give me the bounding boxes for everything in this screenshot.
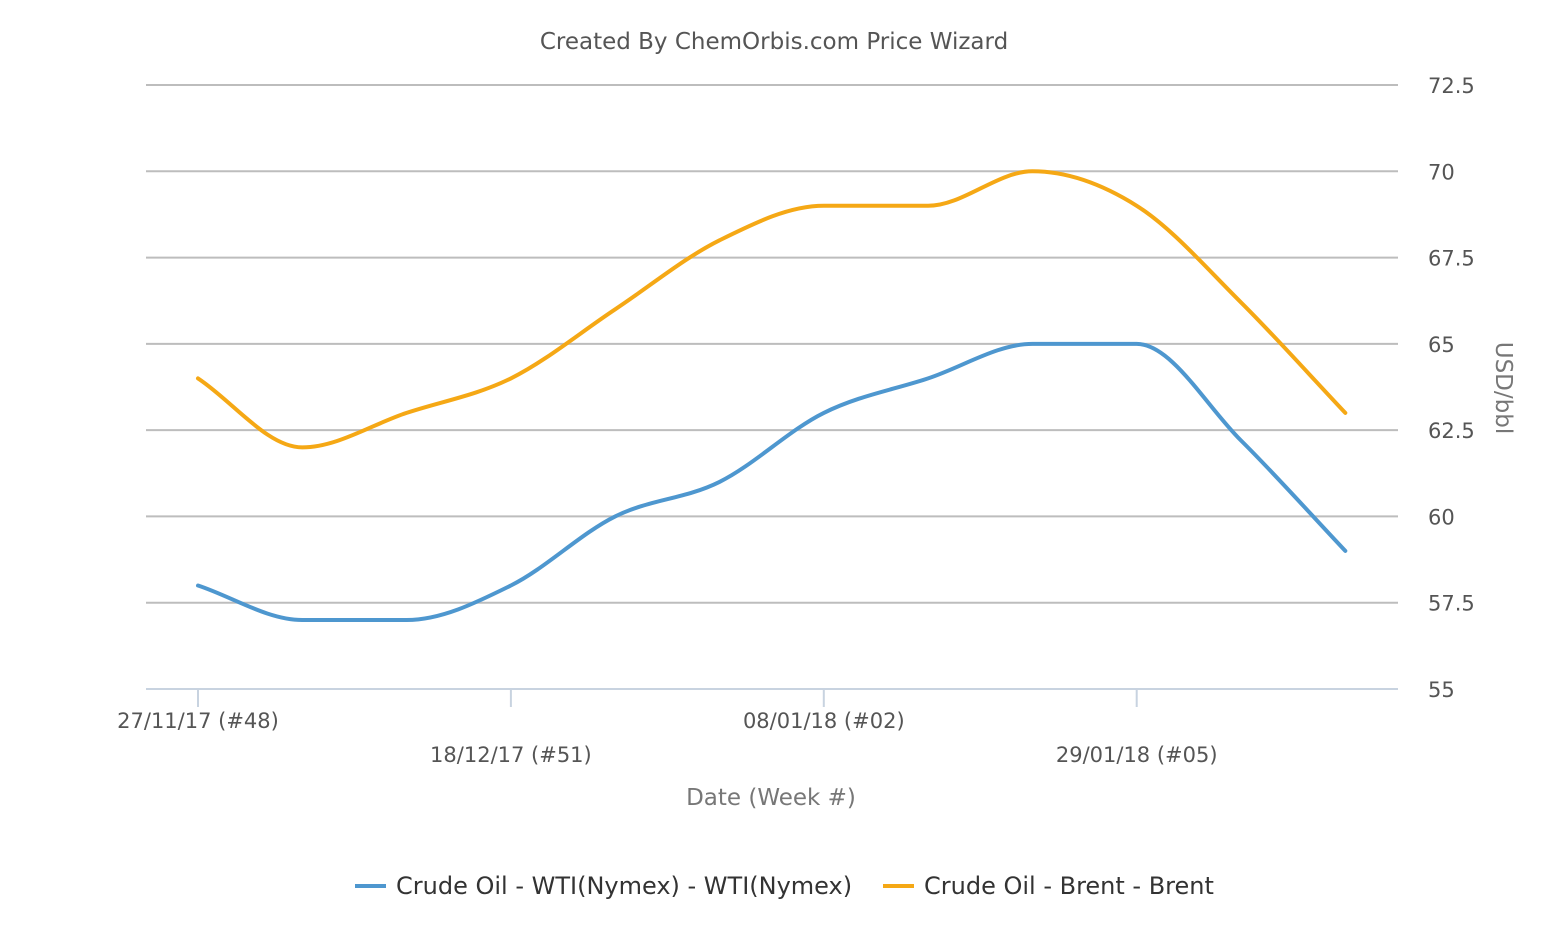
chart-title: Created By ChemOrbis.com Price Wizard xyxy=(540,29,1008,55)
y-tick-label: 55 xyxy=(1428,678,1455,702)
legend-item-wti[interactable]: Crude Oil - WTI(Nymex) - WTI(Nymex) xyxy=(355,872,852,900)
x-axis-title: Date (Week #) xyxy=(686,785,856,811)
series-lines xyxy=(196,169,1348,623)
legend-label-brent: Crude Oil - Brent - Brent xyxy=(924,872,1214,900)
series-line-brent[interactable] xyxy=(196,169,1348,450)
series-line-wti[interactable] xyxy=(196,341,1348,623)
y-tick-label: 57.5 xyxy=(1428,592,1475,616)
x-tick-label: 08/01/18 (#02) xyxy=(743,709,905,733)
y-tick-label: 72.5 xyxy=(1428,74,1475,98)
legend-item-brent[interactable]: Crude Oil - Brent - Brent xyxy=(883,872,1214,900)
y-tick-label: 62.5 xyxy=(1428,419,1475,443)
x-tick-label: 27/11/17 (#48) xyxy=(117,709,279,733)
x-tick-label: 29/01/18 (#05) xyxy=(1056,743,1218,767)
y-tick-label: 60 xyxy=(1428,505,1455,529)
x-axis: 27/11/17 (#48) 18/12/17 (#51) 08/01/18 (#0… xyxy=(117,688,1398,767)
grid-lines xyxy=(146,84,1398,604)
legend-label-wti: Crude Oil - WTI(Nymex) - WTI(Nymex) xyxy=(396,872,852,900)
y-tick-label: 65 xyxy=(1428,333,1455,357)
x-tick-label: 18/12/17 (#51) xyxy=(430,743,592,767)
legend: Crude Oil - WTI(Nymex) - WTI(Nymex) Crud… xyxy=(355,872,1214,900)
y-axis-title: USD/bbl xyxy=(1490,342,1516,434)
y-tick-label: 67.5 xyxy=(1428,247,1475,271)
y-axis-ticks: 55 57.5 60 62.5 65 67.5 70 72.5 xyxy=(1428,74,1475,702)
y-tick-label: 70 xyxy=(1428,160,1455,184)
